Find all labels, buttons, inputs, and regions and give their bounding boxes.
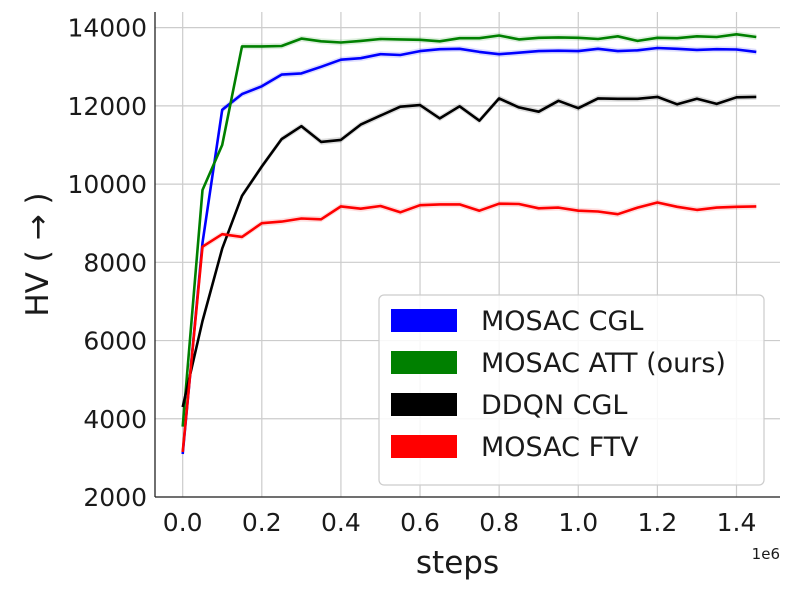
x-axis-label: steps bbox=[416, 545, 499, 581]
series-line bbox=[181, 95, 757, 408]
x-tick-label: 0.2 bbox=[242, 508, 282, 537]
legend-label: MOSAC FTV bbox=[481, 432, 639, 463]
x-axis-offset-label: 1e6 bbox=[752, 545, 780, 563]
series-line bbox=[181, 46, 757, 455]
x-tick-label: 0.0 bbox=[163, 508, 203, 537]
x-tick-label: 1.2 bbox=[637, 508, 677, 537]
x-tick-labels: 0.0 0.2 0.4 0.6 0.8 1.0 1.2 1.4 bbox=[163, 508, 757, 537]
y-axis-label: HV ( → ) bbox=[20, 192, 56, 316]
legend-label: DDQN CGL bbox=[481, 390, 627, 421]
x-tick-label: 1.4 bbox=[717, 508, 757, 537]
axes bbox=[154, 12, 780, 498]
x-tick-label: 0.6 bbox=[400, 508, 440, 537]
x-tick-label: 0.8 bbox=[479, 508, 519, 537]
y-tick-label: 8000 bbox=[83, 248, 147, 277]
legend-label: MOSAC ATT (ours) bbox=[481, 348, 726, 379]
legend-swatch bbox=[391, 351, 457, 374]
y-tick-labels: 2000 4000 6000 8000 10000 12000 14000 bbox=[67, 14, 147, 512]
y-tick-label: 4000 bbox=[83, 405, 147, 434]
x-tick-label: 0.4 bbox=[321, 508, 361, 537]
y-tick-label: 6000 bbox=[83, 327, 147, 356]
legend: MOSAC CGL MOSAC ATT (ours) DDQN CGL MOSAC F… bbox=[378, 294, 765, 486]
legend-label: MOSAC CGL bbox=[481, 306, 643, 337]
legend-box bbox=[378, 294, 765, 486]
y-tick-label: 14000 bbox=[67, 14, 147, 43]
series-lines bbox=[181, 32, 757, 455]
legend-swatch bbox=[391, 309, 457, 332]
series-line bbox=[181, 32, 757, 427]
legend-swatch bbox=[391, 435, 457, 458]
series-line bbox=[181, 201, 757, 453]
y-tick-label: 10000 bbox=[67, 170, 147, 199]
y-tick-label: 2000 bbox=[83, 483, 147, 512]
y-tick-label: 12000 bbox=[67, 92, 147, 121]
legend-swatch bbox=[391, 393, 457, 416]
x-tick-label: 1.0 bbox=[558, 508, 598, 537]
